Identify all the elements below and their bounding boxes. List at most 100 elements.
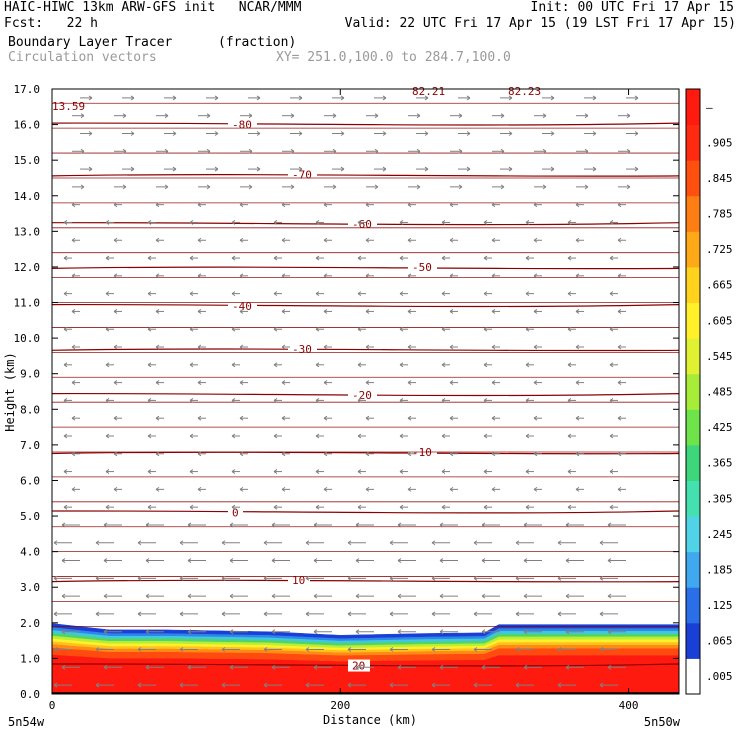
vector-arrowhead: [599, 575, 604, 581]
vector-arrowhead: [95, 611, 100, 617]
vector-arrowhead: [626, 148, 631, 154]
vector-arrowhead: [357, 326, 362, 332]
vector-arrowhead: [63, 326, 68, 332]
vector-arrowhead: [206, 113, 211, 119]
vector-arrowhead: [332, 184, 337, 190]
vector-arrowhead: [187, 593, 192, 599]
vector-arrowhead: [172, 131, 177, 136]
vector-arrowhead: [609, 504, 614, 510]
colorbar-label: .245: [706, 528, 733, 541]
vector-arrowhead: [221, 682, 226, 688]
vector-arrowhead: [63, 220, 68, 225]
vector-arrowhead: [155, 237, 160, 243]
contour-line: [51, 122, 680, 126]
vector-arrowhead: [231, 397, 236, 403]
vector-arrowhead: [389, 647, 394, 652]
vector-arrowhead: [113, 344, 118, 350]
vector-arrowhead: [298, 131, 303, 136]
vector-arrowhead: [355, 593, 360, 599]
vector-arrowhead: [441, 291, 446, 297]
vector-arrowhead: [441, 433, 446, 439]
vector-arrowhead: [609, 362, 614, 368]
vector-arrowhead: [61, 593, 66, 599]
colorbar-segment: [686, 516, 700, 553]
vector-arrowhead: [399, 326, 404, 332]
vector-arrowhead: [439, 593, 444, 599]
vector-arrowhead: [533, 237, 538, 243]
colorbar-segment: [686, 622, 700, 659]
vector-arrowhead: [323, 451, 328, 457]
vector-arrowhead: [473, 682, 478, 688]
y-axis-label: Height (km): [3, 352, 17, 431]
vector-arrowhead: [53, 647, 58, 652]
y-tick-label: 14.0: [14, 190, 41, 203]
vector-arrowhead: [365, 380, 370, 386]
vector-arrowhead: [137, 682, 142, 688]
colorbar-label: .545: [706, 350, 733, 363]
vector-arrowhead: [231, 504, 236, 510]
colorbar-label: .845: [706, 172, 733, 185]
vector-arrowhead: [147, 469, 152, 474]
vector-arrowhead: [567, 504, 572, 510]
vector-arrowhead: [599, 647, 604, 652]
vector-arrowhead: [617, 415, 622, 421]
colorbar-frame: [685, 88, 701, 695]
vector-arrowhead: [500, 113, 505, 119]
vector-arrowhead: [389, 540, 394, 546]
vector-arrowhead: [365, 451, 370, 457]
colorbar-label: .065: [706, 635, 733, 648]
colorbar-segment: [686, 409, 700, 446]
vector-arrowhead: [147, 326, 152, 332]
vector-arrowhead: [439, 664, 444, 670]
vector-arrowhead: [567, 255, 572, 261]
vector-arrowhead: [53, 540, 58, 546]
vector-arrowhead: [323, 237, 328, 243]
field-title: Boundary Layer Tracer: [8, 35, 173, 50]
vector-arrowhead: [523, 558, 528, 563]
vector-arrowhead: [634, 166, 639, 172]
vector-arrowhead: [533, 486, 538, 492]
vector-arrowhead: [533, 380, 538, 386]
vector-arrowhead: [281, 237, 286, 243]
vector-arrowhead: [483, 362, 488, 368]
top-contour-label: 82.21: [412, 85, 445, 98]
vector-arrowhead: [273, 326, 278, 332]
header-line2-right: Valid: 22 UTC Fri 17 Apr 15 (19 LST Fri …: [344, 16, 736, 31]
vector-arrowhead: [567, 291, 572, 297]
vector-arrowhead: [365, 237, 370, 243]
vector-arrowhead: [449, 237, 454, 243]
vector-arrowhead: [105, 220, 110, 225]
vector-arrowhead: [53, 611, 58, 617]
vector-arrowhead: [298, 95, 303, 101]
vector-arrowhead: [231, 469, 236, 474]
vector-arrowhead: [305, 540, 310, 546]
cross-section-endpoints: XY= 251.0,100.0 to 284.7,100.0: [276, 50, 511, 65]
vector-arrowhead: [130, 166, 135, 172]
vector-arrowhead: [525, 326, 530, 332]
vector-arrowhead: [80, 148, 85, 154]
vector-arrowhead: [256, 166, 261, 172]
vector-arrowhead: [357, 362, 362, 368]
vector-arrowhead: [491, 415, 496, 421]
vector-arrowhead: [431, 540, 436, 546]
vector-arrowhead: [187, 522, 192, 528]
vector-arrowhead: [557, 575, 562, 581]
vector-arrowhead: [231, 362, 236, 368]
axes: 0.0 1.0 2.0 3.0 4.0 5.0 6.0 7.0 8.0 9.0 10.0 11.0 12…: [3, 83, 681, 729]
colorbar-label: .365: [706, 457, 733, 470]
y-tick-label: 8.0: [20, 403, 40, 416]
colorbar-segment: [686, 658, 700, 695]
vector-arrowhead: [365, 202, 370, 208]
vector-arrowhead: [374, 113, 379, 119]
y-tick-label: 17.0: [14, 83, 41, 96]
vector-arrowhead: [95, 647, 100, 652]
vector-arrowhead: [189, 255, 194, 261]
vector-arrowhead: [155, 486, 160, 492]
vector-arrowhead: [431, 575, 436, 581]
vector-arrowhead: [229, 593, 234, 599]
vector-arrowhead: [357, 220, 362, 225]
vector-arrowhead: [179, 682, 184, 688]
vector-arrowhead: [239, 309, 244, 314]
vector-arrowhead: [315, 397, 320, 403]
vector-arrowhead: [71, 202, 76, 208]
